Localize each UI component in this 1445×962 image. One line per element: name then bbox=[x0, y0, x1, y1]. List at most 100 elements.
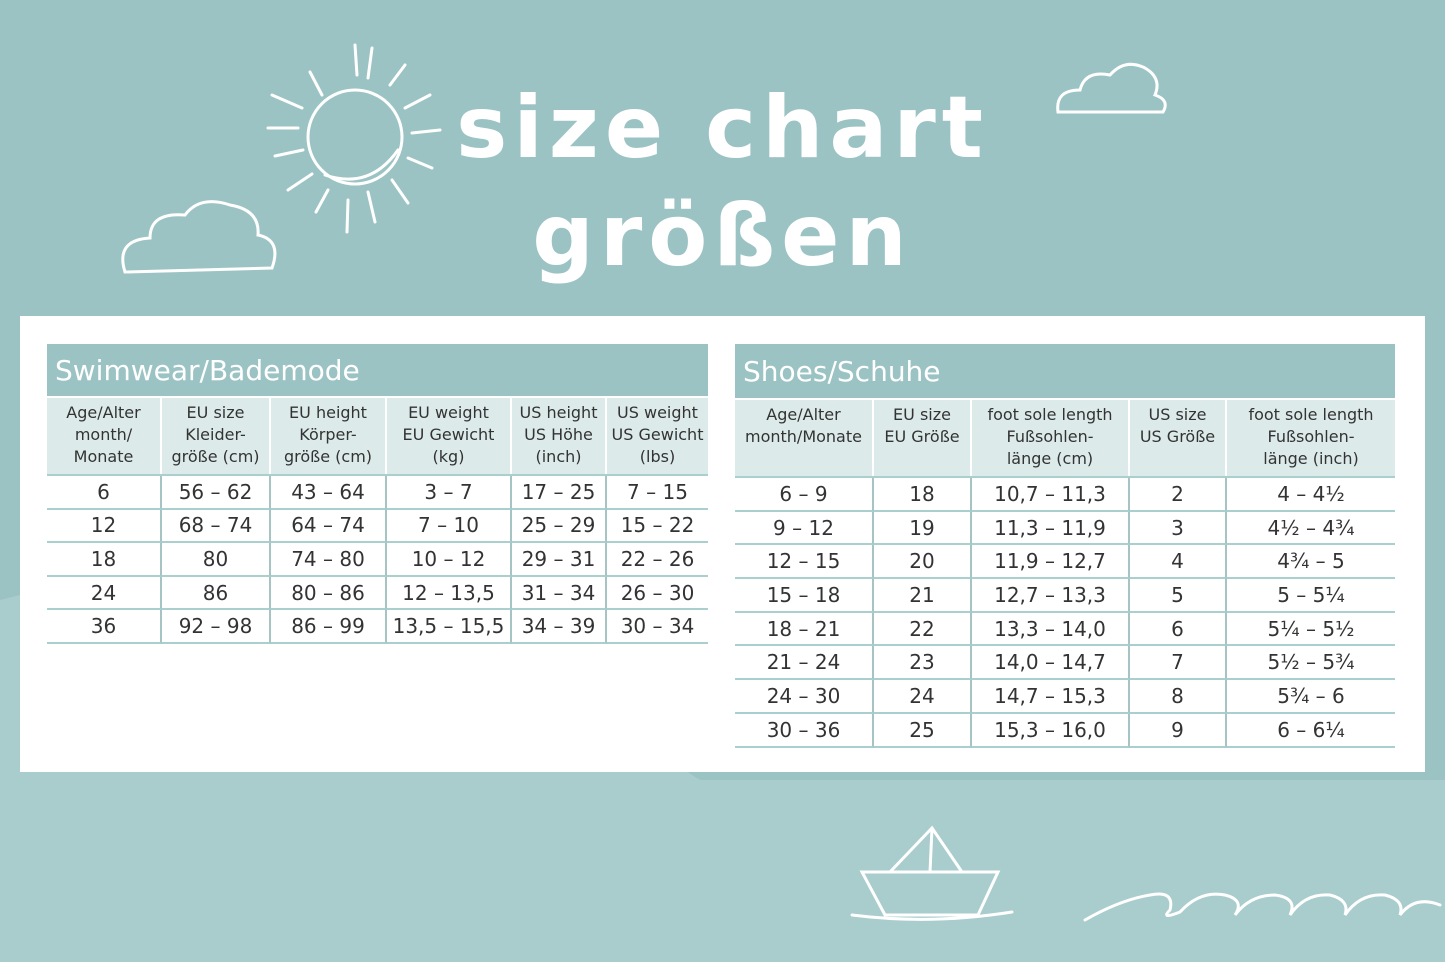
header-cell: EU size EU Größe bbox=[874, 400, 970, 476]
data-cell: 92 – 98 bbox=[162, 610, 271, 644]
header-line: EU weight bbox=[408, 403, 489, 422]
header-cell: Age/Alter month/Monate bbox=[47, 398, 160, 474]
header-line: EU Größe bbox=[884, 427, 960, 446]
data-cell: 4 – 4½ bbox=[1227, 478, 1395, 512]
header-line: Monate bbox=[73, 447, 134, 466]
data-cell: 20 bbox=[874, 545, 972, 580]
header-line: Fußsohlen- bbox=[1267, 427, 1355, 446]
header-line: US Größe bbox=[1139, 427, 1216, 446]
data-cell: 14,0 – 14,7 bbox=[972, 646, 1130, 681]
data-row: 6 – 9 18 10,7 – 11,3 2 4 – 4½ bbox=[735, 478, 1395, 512]
data-cell: 6 – 9 bbox=[735, 478, 874, 512]
header-row: Age/Alter month/Monate EU size Kleider-größ… bbox=[47, 398, 708, 474]
header-cell: US height US Höhe (inch) bbox=[512, 398, 605, 474]
data-cell: 4½ – 4¾ bbox=[1227, 512, 1395, 546]
data-cell: 7 – 10 bbox=[387, 509, 512, 544]
data-cell: 21 bbox=[874, 579, 972, 613]
size-table: Shoes/Schuhe Age/Alter month/Monate EU size… bbox=[735, 344, 1395, 748]
data-cell: 25 bbox=[874, 713, 972, 748]
header-line: Körper- bbox=[299, 425, 357, 444]
header-cell: EU size Kleider-größe (cm) bbox=[162, 398, 269, 474]
data-cell: 80 bbox=[162, 543, 271, 577]
data-cell: 12,7 – 13,3 bbox=[972, 579, 1130, 613]
data-cell: 86 – 99 bbox=[271, 610, 387, 644]
data-cell: 6 bbox=[47, 476, 162, 510]
data-cell: 15,3 – 16,0 bbox=[972, 713, 1130, 748]
header-cell: US weight US Gewicht (lbs) bbox=[607, 398, 708, 474]
header-line: US size bbox=[1148, 405, 1207, 424]
data-cell: 64 – 74 bbox=[271, 509, 387, 544]
data-cell: 6 – 6¼ bbox=[1227, 714, 1395, 748]
data-cell: 29 – 31 bbox=[512, 543, 607, 577]
header-line: Kleider- bbox=[185, 425, 246, 444]
data-cell: 5 bbox=[1130, 579, 1227, 613]
data-cell: 9 bbox=[1130, 713, 1227, 748]
data-cell: 5¾ – 6 bbox=[1227, 680, 1395, 714]
header-divider bbox=[47, 474, 708, 476]
data-cell: 43 – 64 bbox=[271, 476, 387, 510]
data-cell: 26 – 30 bbox=[607, 577, 708, 611]
data-cell: 68 – 74 bbox=[162, 509, 271, 544]
data-cell: 4¾ – 5 bbox=[1227, 545, 1395, 580]
data-row: 24 – 30 24 14,7 – 15,3 8 5¾ – 6 bbox=[735, 680, 1395, 714]
data-row: 6 56 – 62 43 – 64 3 – 7 17 – 25 7 – 15 bbox=[47, 476, 708, 510]
header-line: größe (cm) bbox=[171, 447, 260, 466]
data-cell: 14,7 – 15,3 bbox=[972, 680, 1130, 714]
header-line: foot sole length bbox=[987, 405, 1113, 424]
data-cell: 34 – 39 bbox=[512, 610, 607, 644]
header-line: größe (cm) bbox=[283, 447, 373, 466]
header-line: month/Monate bbox=[745, 427, 862, 446]
data-cell: 2 bbox=[1130, 478, 1227, 512]
data-row: 36 92 – 98 86 – 99 13,5 – 15,5 34 – 39 30 – 3… bbox=[47, 610, 708, 644]
header-line: US height bbox=[519, 403, 598, 422]
data-row: 18 – 21 22 13,3 – 14,0 6 5¼ – 5½ bbox=[735, 612, 1395, 647]
header-divider bbox=[735, 476, 1395, 478]
data-cell: 10 – 12 bbox=[387, 543, 512, 577]
data-cell: 9 – 12 bbox=[735, 511, 874, 546]
header-cell: foot sole length Fußsohlen-länge (cm) bbox=[972, 400, 1128, 476]
data-cell: 5 – 5¼ bbox=[1227, 579, 1395, 613]
header-row: Age/Alter month/Monate EU size EU Größe foot… bbox=[735, 400, 1395, 476]
data-cell: 36 bbox=[47, 610, 162, 644]
header-line: US Gewicht bbox=[611, 425, 704, 444]
data-cell: 10,7 – 11,3 bbox=[972, 478, 1130, 512]
data-row: 21 – 24 23 14,0 – 14,7 7 5½ – 5¾ bbox=[735, 646, 1395, 681]
data-cell: 86 bbox=[162, 576, 271, 611]
data-row: 24 86 80 – 86 12 – 13,5 31 – 34 26 – 30 bbox=[47, 576, 708, 611]
data-cell: 80 – 86 bbox=[271, 576, 387, 611]
data-cell: 8 bbox=[1130, 680, 1227, 714]
header-cell: US size US Größe bbox=[1130, 400, 1225, 476]
data-cell: 3 – 7 bbox=[387, 476, 512, 510]
data-cell: 17 – 25 bbox=[512, 476, 607, 510]
data-row: 12 68 – 74 64 – 74 7 – 10 25 – 29 15 – 22 bbox=[47, 509, 708, 544]
data-cell: 24 – 30 bbox=[735, 680, 874, 714]
data-cell: 4 bbox=[1130, 545, 1227, 580]
header-line: Fußsohlen- bbox=[1006, 427, 1094, 446]
header-line: EU Gewicht bbox=[402, 425, 495, 444]
data-cell: 6 bbox=[1130, 612, 1227, 647]
data-cell: 22 bbox=[874, 612, 972, 647]
data-cell: 5¼ – 5½ bbox=[1227, 613, 1395, 647]
title-line1: size chart bbox=[456, 78, 989, 178]
data-cell: 11,3 – 11,9 bbox=[972, 511, 1130, 546]
data-cell: 22 – 26 bbox=[607, 543, 708, 577]
data-cell: 18 bbox=[47, 543, 162, 577]
header-line: (kg) bbox=[432, 447, 465, 466]
header-line: (lbs) bbox=[639, 447, 676, 466]
header-line: Age/Alter bbox=[66, 403, 141, 422]
data-cell: 18 bbox=[874, 478, 972, 512]
data-row: 30 – 36 25 15,3 – 16,0 9 6 – 6¼ bbox=[735, 713, 1395, 748]
header-line: foot sole length bbox=[1248, 405, 1374, 424]
data-cell: 30 – 36 bbox=[735, 713, 874, 748]
data-cell: 24 bbox=[47, 576, 162, 611]
header-line: month/ bbox=[74, 425, 133, 444]
data-cell: 13,3 – 14,0 bbox=[972, 612, 1130, 647]
header-line: EU size bbox=[186, 403, 245, 422]
data-cell: 12 – 15 bbox=[735, 545, 874, 580]
data-cell: 23 bbox=[874, 646, 972, 681]
size-table: Swimwear/Bademode Age/Alter month/Monate EU… bbox=[47, 344, 708, 644]
header-line: (inch) bbox=[535, 447, 582, 466]
data-cell: 7 bbox=[1130, 646, 1227, 681]
table-title: Swimwear/Bademode bbox=[47, 344, 708, 396]
